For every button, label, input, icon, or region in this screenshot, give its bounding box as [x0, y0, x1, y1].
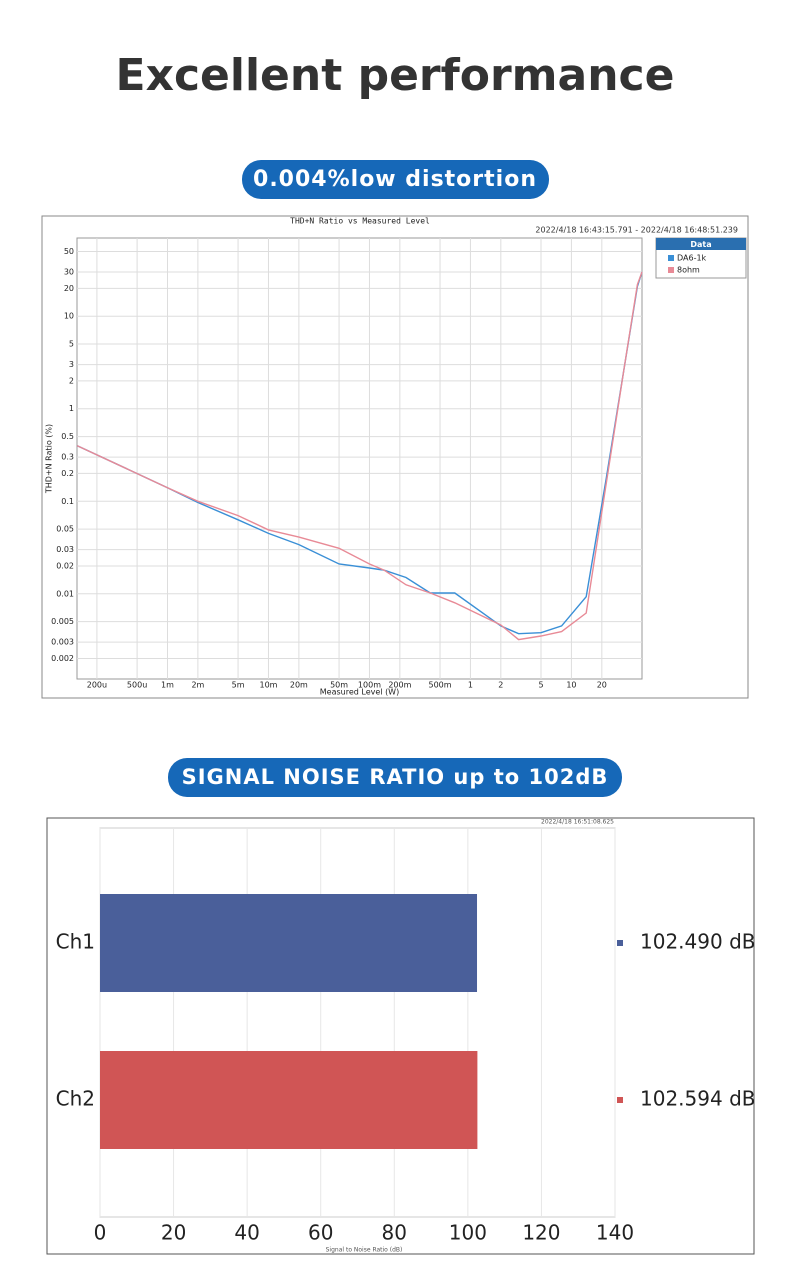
legend-swatch	[668, 267, 674, 273]
y-tick-label: 0.05	[56, 525, 74, 534]
x-tick-label: 20m	[290, 681, 308, 690]
category-label: Ch2	[56, 1087, 95, 1111]
data-line	[76, 271, 643, 641]
x-tick-label: 500m	[429, 681, 452, 690]
x-tick-label: 40	[234, 1221, 259, 1245]
badge	[242, 160, 549, 199]
x-tick-label: 5m	[232, 681, 245, 690]
y-tick-label: 0.5	[61, 432, 74, 441]
chart-title: THD+N Ratio vs Measured Level	[290, 217, 430, 226]
x-tick-label: 200m	[388, 681, 411, 690]
x-tick-label: 1m	[161, 681, 174, 690]
y-tick-label: 0.002	[51, 654, 74, 663]
y-tick-label: 30	[64, 268, 74, 277]
x-tick-label: 10m	[259, 681, 277, 690]
y-axis-label: THD+N Ratio (%)	[45, 424, 54, 494]
y-tick-label: 0.1	[61, 497, 74, 506]
y-tick-label: 50	[64, 247, 74, 256]
y-tick-label: 0.02	[56, 561, 74, 570]
x-tick-label: 10	[566, 681, 576, 690]
timestamp: 2022/4/18 16:43:15.791 - 2022/4/18 16:48…	[535, 226, 738, 235]
x-tick-label: 500u	[127, 681, 147, 690]
bar	[100, 1051, 478, 1149]
badge-text: 0.004%low distortion	[253, 167, 537, 192]
legend-label: 8ohm	[677, 266, 700, 275]
x-tick-label: 120	[522, 1221, 560, 1245]
x-tick-label: 60	[308, 1221, 333, 1245]
x-tick-label: 80	[382, 1221, 407, 1245]
x-tick-label: 140	[596, 1221, 634, 1245]
y-tick-label: 5	[69, 340, 74, 349]
x-tick-label: 20	[161, 1221, 186, 1245]
x-tick-label: 5	[538, 681, 543, 690]
category-label: Ch1	[56, 930, 95, 954]
value-label: 102.490 dB	[640, 930, 755, 954]
y-tick-label: 0.03	[56, 545, 74, 554]
x-tick-label: 100m	[358, 681, 381, 690]
x-tick-label: 2m	[191, 681, 204, 690]
legend-label: DA6-1k	[677, 254, 707, 263]
bar	[100, 894, 478, 992]
x-axis-label: Signal to Noise Ratio (dB)	[326, 1247, 403, 1254]
plot-area	[99, 827, 616, 1218]
x-tick-label: 200u	[87, 681, 107, 690]
y-tick-label: 0.2	[61, 469, 74, 478]
legend-swatch	[617, 940, 623, 946]
x-axis-label: Measured Level (W)	[320, 688, 399, 697]
legend-header	[656, 238, 746, 250]
value-label: 102.594 dB	[640, 1087, 755, 1111]
x-tick-label: 100	[449, 1221, 487, 1245]
x-tick-label: 20	[597, 681, 607, 690]
y-tick-label: 0.005	[51, 617, 74, 626]
heading: Excellent performance	[116, 50, 675, 101]
y-tick-label: 0.003	[51, 638, 74, 647]
badge	[168, 758, 622, 797]
legend-title: Data	[690, 240, 711, 249]
x-tick-label: 1	[468, 681, 473, 690]
y-tick-label: 2	[69, 376, 74, 385]
legend-swatch	[617, 1097, 623, 1103]
y-tick-label: 20	[64, 284, 74, 293]
y-tick-label: 3	[69, 360, 74, 369]
badge-text: SIGNAL NOISE RATIO up to 102dB	[182, 765, 609, 789]
y-tick-label: 1	[69, 404, 74, 413]
x-tick-label: 2	[498, 681, 503, 690]
plot-area	[76, 237, 643, 680]
y-tick-label: 0.3	[61, 453, 74, 462]
timestamp: 2022/4/18 16:51:08.625	[541, 819, 614, 826]
y-tick-label: 0.01	[56, 589, 74, 598]
legend-swatch	[668, 255, 674, 261]
x-tick-label: 50m	[330, 681, 348, 690]
y-tick-label: 10	[64, 312, 74, 321]
x-tick-label: 0	[94, 1221, 107, 1245]
